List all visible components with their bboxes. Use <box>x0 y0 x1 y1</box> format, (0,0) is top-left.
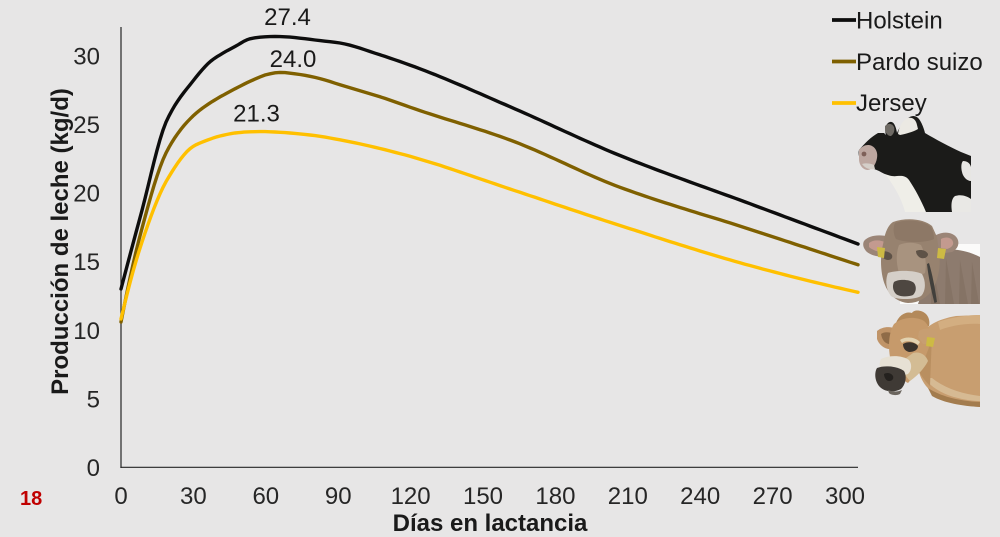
svg-text:0: 0 <box>87 455 100 482</box>
svg-text:15: 15 <box>73 249 100 276</box>
svg-text:27.4: 27.4 <box>264 4 311 31</box>
svg-text:Holstein: Holstein <box>856 8 943 35</box>
svg-text:Días en lactancia: Días en lactancia <box>393 510 588 537</box>
svg-text:0: 0 <box>114 483 127 510</box>
svg-text:24.0: 24.0 <box>270 46 317 73</box>
svg-text:300: 300 <box>825 483 865 510</box>
svg-text:Jersey: Jersey <box>856 90 927 117</box>
svg-text:Producción de leche (kg/d): Producción de leche (kg/d) <box>47 88 74 395</box>
svg-text:30: 30 <box>73 43 100 70</box>
svg-text:210: 210 <box>608 483 648 510</box>
svg-text:60: 60 <box>252 483 279 510</box>
svg-text:180: 180 <box>535 483 575 510</box>
svg-text:150: 150 <box>463 483 503 510</box>
svg-text:270: 270 <box>753 483 793 510</box>
svg-text:30: 30 <box>180 483 207 510</box>
svg-text:20: 20 <box>73 181 100 208</box>
svg-text:5: 5 <box>87 386 100 413</box>
svg-text:Pardo suizo: Pardo suizo <box>856 49 983 76</box>
svg-text:10: 10 <box>73 318 100 345</box>
svg-text:120: 120 <box>391 483 431 510</box>
svg-text:18: 18 <box>20 488 42 510</box>
svg-text:90: 90 <box>325 483 352 510</box>
svg-text:240: 240 <box>680 483 720 510</box>
svg-text:25: 25 <box>73 112 100 139</box>
svg-text:21.3: 21.3 <box>233 101 280 128</box>
